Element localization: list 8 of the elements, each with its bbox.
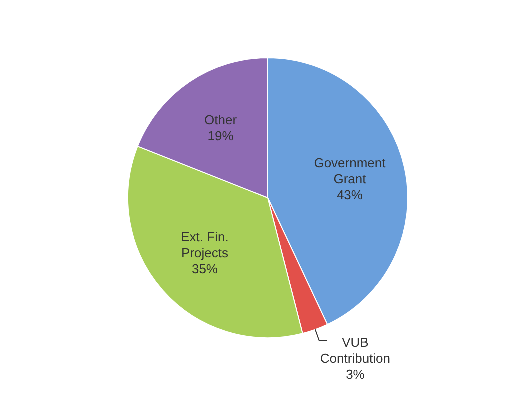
data-label: 43% xyxy=(336,188,364,203)
data-label: 35% xyxy=(192,262,218,277)
slice-label: Government Grant xyxy=(314,156,386,187)
slice-label: VUB Contribution xyxy=(320,335,391,366)
slice-label: Other xyxy=(204,112,238,128)
data-label: 3% xyxy=(346,367,366,382)
data-label: 19% xyxy=(208,128,234,144)
slice-label: Ext. Fin. Projects xyxy=(181,230,229,261)
